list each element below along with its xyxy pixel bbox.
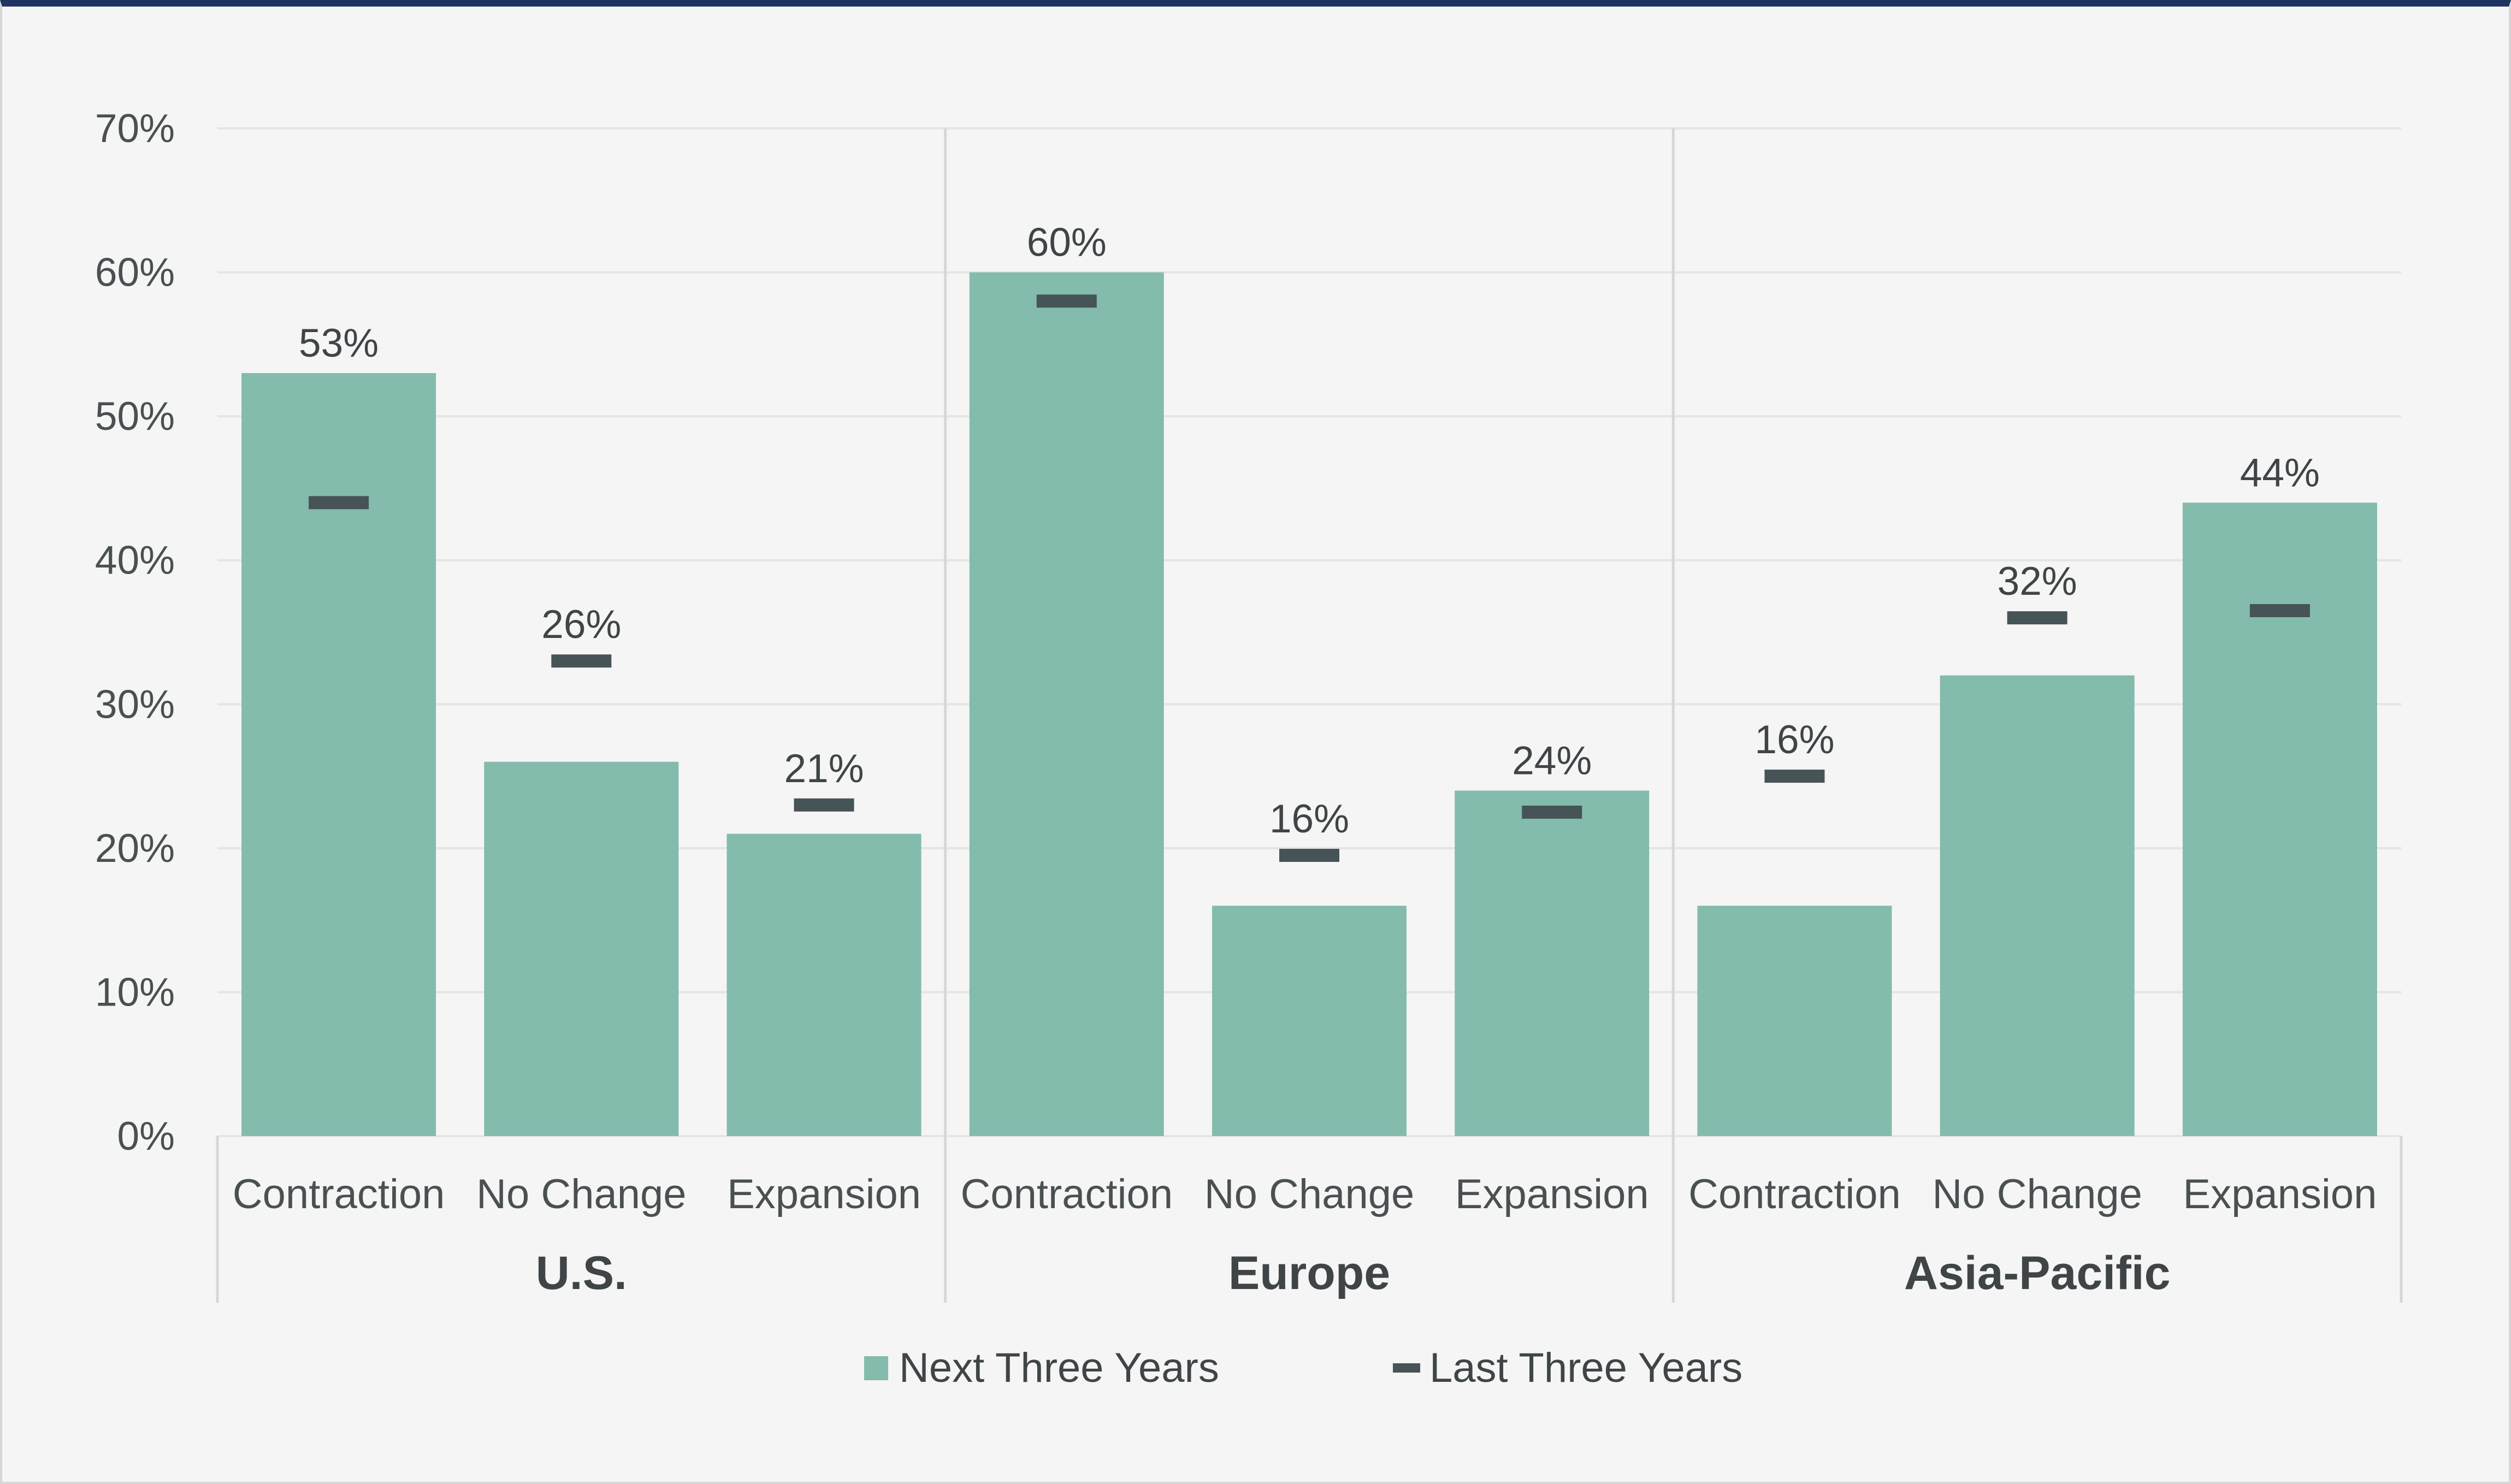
bar-u-s--contraction — [241, 373, 436, 1136]
data-label: 16% — [1754, 718, 1834, 762]
data-labels: 53% 26% 21% 60% 16% 24% 16% 32% 44% — [299, 221, 2320, 841]
y-tick-label: 30% — [95, 682, 175, 726]
legend-swatch-last-three-years — [1393, 1363, 1420, 1373]
data-label: 32% — [1998, 559, 2077, 604]
y-tick-label: 0% — [117, 1114, 175, 1158]
legend-swatch-next-three-years — [864, 1356, 888, 1380]
last-three-years-marker — [1522, 805, 1582, 819]
data-label: 16% — [1269, 797, 1349, 841]
category-label: Contraction — [1688, 1171, 1901, 1217]
group-label: Asia-Pacific — [1904, 1247, 2171, 1299]
data-label: 44% — [2240, 451, 2320, 495]
category-label: Expansion — [727, 1171, 921, 1217]
y-axis-ticks: 0% 10% 20% 30% 40% 50% 60% 70% — [95, 107, 175, 1158]
data-label: 21% — [784, 747, 864, 791]
bar-asia-pacific-no-change — [1940, 675, 2135, 1136]
last-three-years-marker — [2249, 604, 2310, 617]
last-three-years-marker — [309, 496, 369, 510]
markers — [309, 294, 2310, 862]
y-tick-label: 50% — [95, 394, 175, 439]
last-three-years-marker — [1764, 770, 1825, 783]
bar-u-s--expansion — [726, 833, 921, 1136]
y-tick-label: 20% — [95, 826, 175, 871]
category-label: Contraction — [233, 1171, 445, 1217]
last-three-years-marker — [2007, 611, 2067, 625]
bar-asia-pacific-expansion — [2182, 502, 2377, 1137]
category-label: Contraction — [960, 1171, 1173, 1217]
last-three-years-marker — [1279, 849, 1339, 862]
y-tick-label: 60% — [95, 251, 175, 295]
last-three-years-marker — [1036, 294, 1097, 308]
data-label: 60% — [1027, 221, 1107, 265]
category-labels: Contraction No Change Expansion Contraction… — [233, 1171, 2377, 1217]
category-label: No Change — [476, 1171, 687, 1217]
y-tick-label: 40% — [95, 539, 175, 583]
data-label: 26% — [541, 602, 621, 647]
bars — [241, 272, 2377, 1137]
bar-europe-no-change — [1212, 906, 1407, 1136]
category-label: No Change — [1932, 1171, 2142, 1217]
data-label: 53% — [299, 321, 379, 365]
group-label: U.S. — [536, 1247, 627, 1299]
legend-label-last-three-years: Last Three Years — [1429, 1345, 1742, 1391]
bar-europe-contraction — [969, 272, 1164, 1137]
legend-label-next-three-years: Next Three Years — [899, 1345, 1219, 1391]
last-three-years-marker — [794, 798, 854, 812]
legend: Next Three Years Last Three Years — [864, 1345, 1742, 1391]
data-label: 24% — [1512, 738, 1592, 783]
category-label: No Change — [1204, 1171, 1415, 1217]
bar-u-s--no-change — [484, 761, 679, 1136]
group-label: Europe — [1228, 1247, 1390, 1299]
y-tick-label: 10% — [95, 970, 175, 1014]
group-labels: U.S. Europe Asia-Pacific — [536, 1247, 2171, 1299]
group-separators — [216, 128, 2403, 1303]
y-tick-label: 70% — [95, 107, 175, 151]
category-label: Expansion — [2183, 1171, 2377, 1217]
category-label: Expansion — [1455, 1171, 1649, 1217]
bar-asia-pacific-contraction — [1697, 906, 1892, 1136]
last-three-years-marker — [551, 654, 612, 668]
bar-europe-expansion — [1455, 790, 1650, 1136]
